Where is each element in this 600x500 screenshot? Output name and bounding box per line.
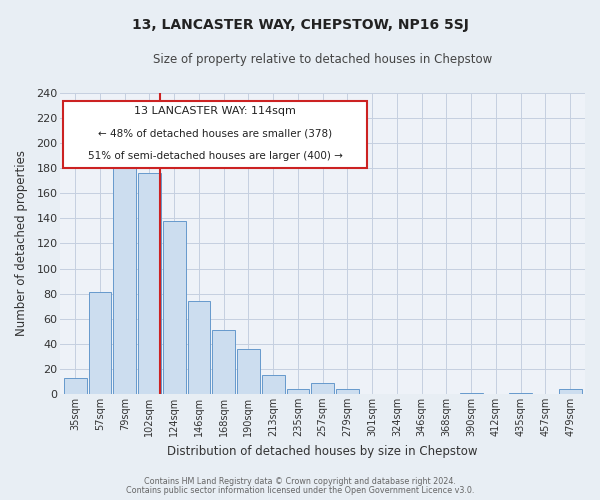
Bar: [311, 382, 334, 394]
X-axis label: Distribution of detached houses by size in Chepstow: Distribution of detached houses by size …: [167, 444, 478, 458]
Bar: [336, 389, 359, 394]
Bar: [138, 174, 161, 394]
Bar: [64, 378, 86, 394]
Text: Contains public sector information licensed under the Open Government Licence v3: Contains public sector information licen…: [126, 486, 474, 495]
Bar: [509, 392, 532, 394]
Bar: [212, 330, 235, 394]
FancyBboxPatch shape: [63, 100, 367, 168]
Text: 13, LANCASTER WAY, CHEPSTOW, NP16 5SJ: 13, LANCASTER WAY, CHEPSTOW, NP16 5SJ: [131, 18, 469, 32]
Text: Contains HM Land Registry data © Crown copyright and database right 2024.: Contains HM Land Registry data © Crown c…: [144, 477, 456, 486]
Bar: [262, 375, 284, 394]
Bar: [287, 389, 310, 394]
Text: ← 48% of detached houses are smaller (378): ← 48% of detached houses are smaller (37…: [98, 128, 332, 138]
Bar: [163, 221, 185, 394]
Bar: [460, 392, 482, 394]
Bar: [559, 389, 581, 394]
Text: 13 LANCASTER WAY: 114sqm: 13 LANCASTER WAY: 114sqm: [134, 106, 296, 117]
Bar: [237, 349, 260, 394]
Title: Size of property relative to detached houses in Chepstow: Size of property relative to detached ho…: [153, 52, 493, 66]
Y-axis label: Number of detached properties: Number of detached properties: [15, 150, 28, 336]
Bar: [188, 301, 211, 394]
Bar: [89, 292, 112, 394]
Text: 51% of semi-detached houses are larger (400) →: 51% of semi-detached houses are larger (…: [88, 150, 343, 160]
Bar: [113, 152, 136, 394]
